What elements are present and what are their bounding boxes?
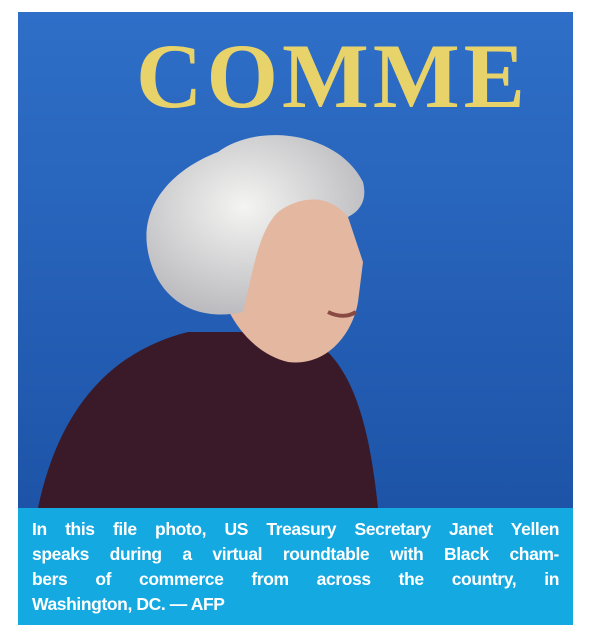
caption: In this file photo, US Treasury Secretar… [18, 508, 573, 625]
page: COMME In this file photo, US Treasury Se… [0, 0, 592, 641]
photo: COMME [18, 12, 573, 508]
caption-line: speaks during a virtual roundtable with … [32, 542, 559, 567]
caption-line: Washington, DC. — AFP [32, 592, 559, 617]
caption-line: bers of commerce from across the country… [32, 567, 559, 592]
background-text: COMME [136, 25, 529, 127]
caption-line: In this file photo, US Treasury Secretar… [32, 517, 559, 542]
